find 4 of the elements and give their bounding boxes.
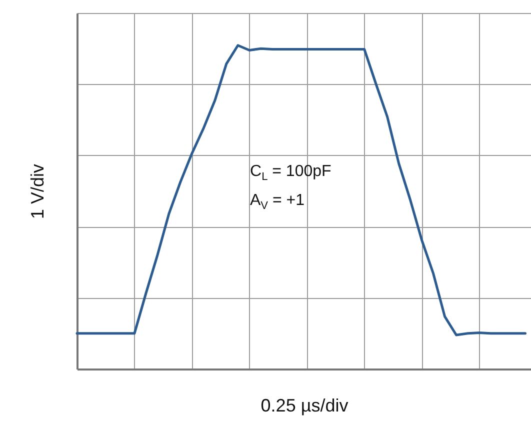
annotation: C$_{L}$ = 100pF [250, 162, 332, 186]
annotation: A$_{V}$ = +1 [250, 191, 306, 214]
y-axis-title: 1 V/div [28, 164, 48, 220]
x-axis-title: 0.25 µs/div [260, 396, 348, 416]
